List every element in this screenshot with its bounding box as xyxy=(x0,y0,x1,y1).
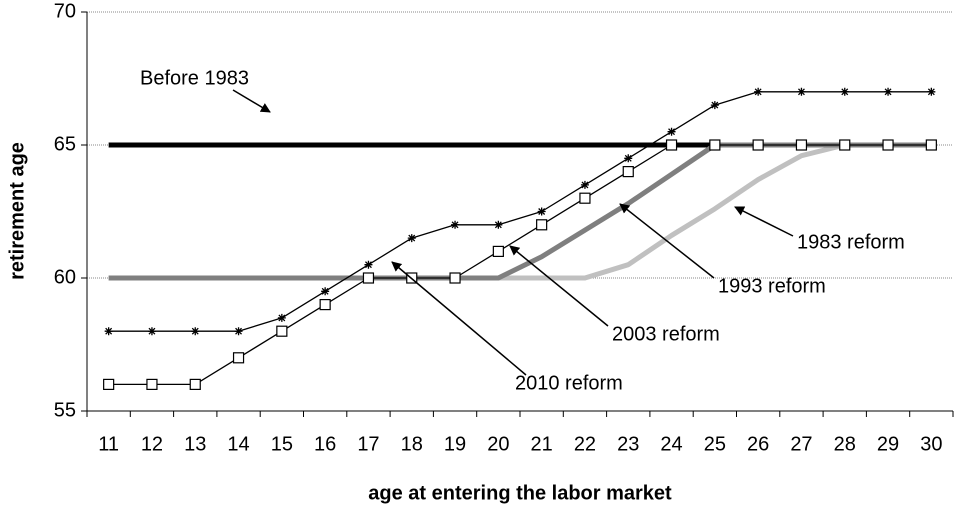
marker xyxy=(537,207,546,216)
marker xyxy=(884,87,893,96)
x-tick-label: 20 xyxy=(487,433,509,455)
x-tick-label: 11 xyxy=(98,433,119,455)
marker xyxy=(277,313,286,322)
x-tick-label: 17 xyxy=(357,433,379,455)
x-tick-label: 29 xyxy=(877,433,899,455)
marker xyxy=(797,87,806,96)
x-tick-label: 22 xyxy=(574,433,596,455)
x-tick-label: 24 xyxy=(660,433,682,455)
y-tick-label: 65 xyxy=(54,133,76,155)
x-tick-label: 14 xyxy=(227,433,249,455)
marker xyxy=(536,219,548,231)
marker xyxy=(752,139,764,151)
marker xyxy=(319,299,331,311)
marker xyxy=(622,166,634,178)
y-tick-label: 70 xyxy=(54,0,76,22)
series-line xyxy=(108,91,932,332)
x-tick-label: 30 xyxy=(920,433,942,455)
x-tick-label: 19 xyxy=(444,433,466,455)
marker xyxy=(754,87,763,96)
marker xyxy=(276,325,288,337)
x-tick-label: 13 xyxy=(184,433,206,455)
annotation-arrow xyxy=(391,261,527,376)
marker xyxy=(146,378,158,390)
marker xyxy=(579,192,591,204)
x-tick-label: 18 xyxy=(401,433,423,455)
marker xyxy=(232,352,245,364)
series-label: 2010 reform xyxy=(515,372,623,394)
marker xyxy=(362,272,375,284)
annotation-arrow xyxy=(509,245,609,327)
y-axis-title: retirement age xyxy=(6,142,28,280)
marker xyxy=(667,127,676,136)
series-line xyxy=(108,142,932,281)
marker xyxy=(104,327,113,336)
marker xyxy=(234,327,243,336)
marker xyxy=(839,139,851,151)
x-tick-label: 15 xyxy=(271,433,293,455)
marker xyxy=(449,272,461,284)
marker xyxy=(191,327,200,336)
marker xyxy=(927,87,936,96)
marker xyxy=(407,234,416,243)
x-tick-label: 23 xyxy=(617,433,639,455)
y-tick-label: 60 xyxy=(54,266,76,288)
marker xyxy=(147,327,156,336)
x-tick-label: 28 xyxy=(834,433,856,455)
marker xyxy=(795,139,808,151)
annotation-arrow xyxy=(734,206,794,237)
series-label: 2003 reform xyxy=(612,323,720,345)
marker xyxy=(665,139,678,151)
marker xyxy=(709,139,721,151)
marker xyxy=(925,139,937,151)
marker xyxy=(321,287,330,296)
series-line xyxy=(108,142,932,281)
marker xyxy=(451,220,460,229)
x-tick-label: 21 xyxy=(531,433,553,455)
annotation-arrow xyxy=(619,203,715,279)
series-label: Before 1983 xyxy=(140,67,249,89)
x-tick-label: 27 xyxy=(790,433,812,455)
y-tick-label: 55 xyxy=(54,399,76,421)
x-tick-label: 16 xyxy=(314,433,336,455)
series-line xyxy=(108,144,932,386)
marker xyxy=(103,378,115,390)
marker xyxy=(710,101,719,110)
x-tick-label: 25 xyxy=(704,433,726,455)
marker xyxy=(882,139,894,151)
marker xyxy=(494,220,503,229)
marker xyxy=(364,260,373,269)
annotation-arrow xyxy=(232,89,271,113)
x-tick-label: 26 xyxy=(747,433,769,455)
series-label: 1983 reform xyxy=(797,231,905,253)
marker xyxy=(492,245,504,257)
series-label: 1993 reform xyxy=(718,275,826,297)
x-axis-title: age at entering the labor market xyxy=(368,482,672,504)
marker xyxy=(624,154,633,163)
marker xyxy=(580,180,589,189)
marker xyxy=(189,378,201,390)
x-tick-label: 12 xyxy=(141,433,163,455)
marker xyxy=(840,87,849,96)
